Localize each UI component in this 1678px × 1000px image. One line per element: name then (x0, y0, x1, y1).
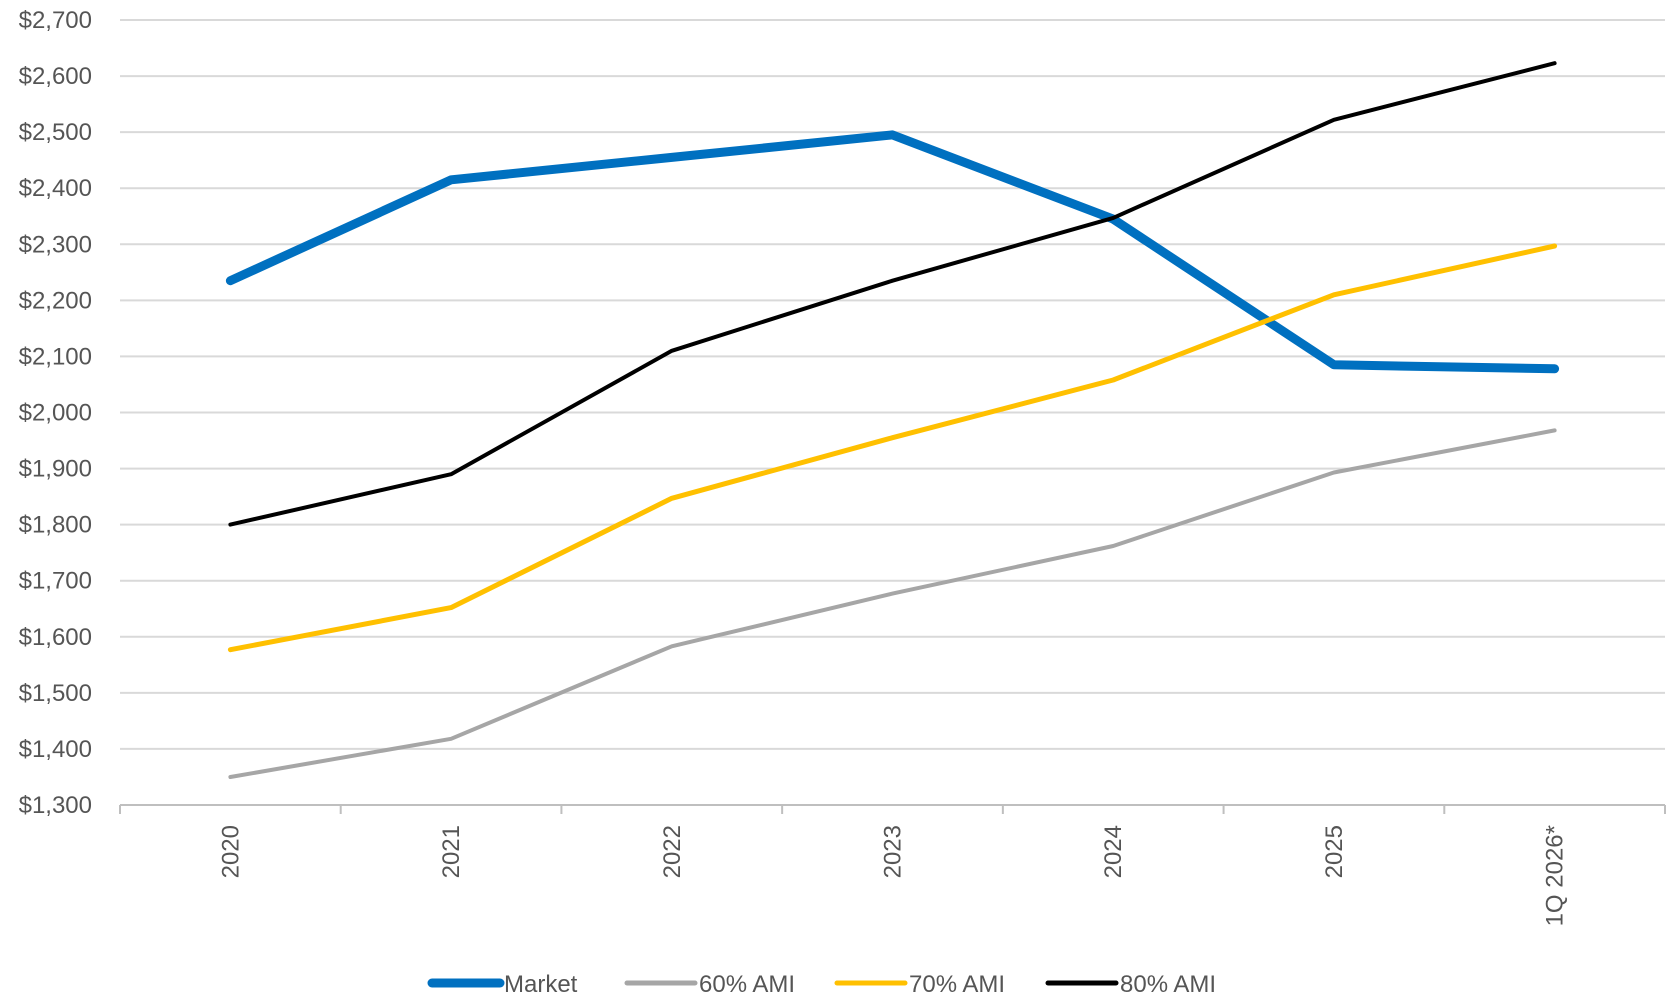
y-tick-label: $2,500 (19, 119, 92, 146)
x-tick-label: 2022 (659, 825, 686, 878)
series-line-60-ami (228, 428, 1557, 779)
x-tick-label: 2021 (438, 825, 465, 878)
y-tick-label: $1,300 (19, 792, 92, 819)
x-tick-label: 2024 (1100, 825, 1127, 878)
legend-label-70-ami: 70% AMI (909, 971, 1005, 998)
x-tick-labels: 2020 2021 2022 2023 2024 2025 1Q 2026* (217, 825, 1568, 926)
y-tick-label: $1,700 (19, 568, 92, 595)
legend-label-60-ami: 60% AMI (699, 971, 795, 998)
y-tick-label: $2,600 (19, 63, 92, 90)
y-tick-labels: $1,300 $1,400 $1,500 $1,600 $1,700 $1,800 $1,9… (19, 7, 92, 819)
x-tick-label: 2020 (217, 825, 244, 878)
y-tick-label: $1,500 (19, 680, 92, 707)
series-line-market (225, 130, 1560, 374)
y-tick-label: $2,200 (19, 287, 92, 314)
series-line-80-ami (228, 61, 1557, 527)
legend-label-80-ami: 80% AMI (1120, 971, 1216, 998)
y-tick-label: $2,400 (19, 175, 92, 202)
legend: Market 60% AMI 70% AMI 80% AMI (427, 971, 1216, 998)
y-tick-label: $2,000 (19, 400, 92, 427)
y-tick-label: $1,600 (19, 624, 92, 651)
axes (119, 804, 1666, 814)
gridlines (120, 19, 1665, 750)
x-tick-label: 2023 (880, 825, 907, 878)
y-tick-label: $2,300 (19, 231, 92, 258)
x-tick-label: 1Q 2026* (1542, 825, 1569, 926)
y-tick-label: $1,400 (19, 736, 92, 763)
legend-label-market: Market (504, 971, 578, 998)
y-tick-label: $2,100 (19, 343, 92, 370)
x-tick-label: 2025 (1321, 825, 1348, 878)
y-tick-label: $1,900 (19, 456, 92, 483)
y-tick-label: $2,700 (19, 7, 92, 34)
series-lines (225, 61, 1560, 779)
series-line-70-ami (227, 243, 1558, 653)
y-tick-label: $1,800 (19, 512, 92, 539)
